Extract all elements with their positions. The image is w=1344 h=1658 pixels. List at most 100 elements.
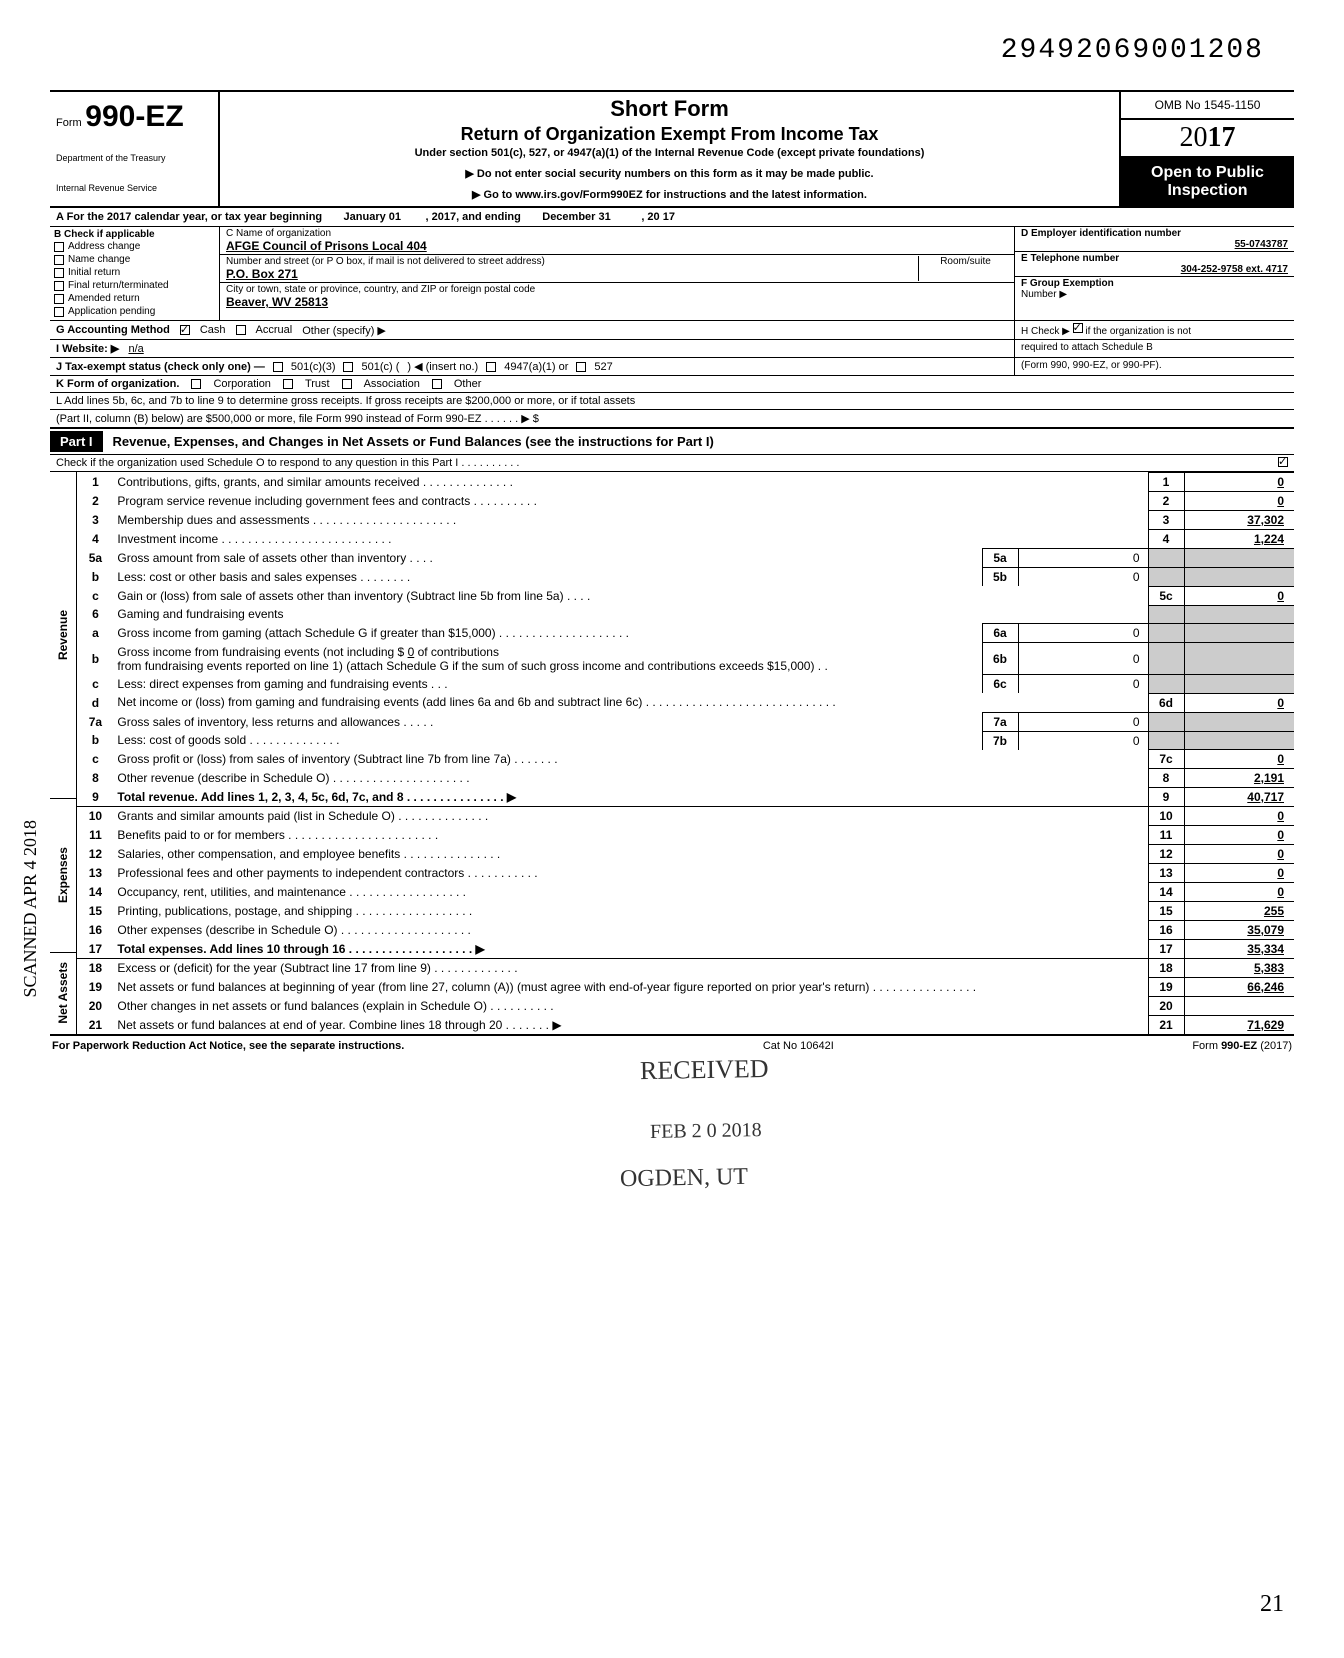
shaded-5b-v — [1184, 568, 1294, 587]
l12-num: 12 — [77, 845, 113, 864]
l5b-mv: 0 — [1018, 568, 1148, 587]
shaded-7a — [1148, 712, 1184, 731]
l7b-mn: 7b — [982, 731, 1018, 750]
l6b-mn: 6b — [982, 643, 1018, 675]
shaded-5a-v — [1184, 549, 1294, 568]
section-b-header: B Check if applicable — [54, 229, 215, 240]
l20-num: 20 — [77, 997, 113, 1016]
cb-accrual[interactable] — [236, 325, 246, 335]
l6b-mv: 0 — [1018, 643, 1148, 675]
lbl-app-pending: Application pending — [68, 306, 155, 317]
l6a-mv: 0 — [1018, 624, 1148, 643]
l19-num: 19 — [77, 978, 113, 997]
c-addr-label: Number and street (or P O box, if mail i… — [226, 256, 918, 267]
l7a-desc: Gross sales of inventory, less returns a… — [113, 712, 982, 731]
l1-rv: 0 — [1184, 473, 1294, 492]
l11-rv: 0 — [1184, 826, 1294, 845]
l15-rv: 255 — [1184, 902, 1294, 921]
cb-assoc[interactable] — [342, 379, 352, 389]
l14-rn: 14 — [1148, 883, 1184, 902]
stamp-ogden: OGDEN, UT — [620, 1164, 748, 1193]
inspection: Inspection — [1123, 182, 1292, 200]
l1-desc: Contributions, gifts, grants, and simila… — [113, 473, 1148, 492]
lbl-assoc: Association — [364, 378, 420, 390]
shaded-6a-v — [1184, 624, 1294, 643]
l10-rv: 0 — [1184, 807, 1294, 826]
l7c-rn: 7c — [1148, 750, 1184, 769]
stamp-date: FEB 2 0 2018 — [650, 1119, 762, 1144]
shaded-6 — [1148, 605, 1184, 624]
l4-desc: Investment income . . . . . . . . . . . … — [113, 530, 1148, 549]
side-expenses: Expenses — [52, 843, 74, 907]
l5c-desc: Gain or (loss) from sale of assets other… — [113, 586, 1148, 605]
lbl-4947: 4947(a)(1) or — [504, 361, 568, 373]
l2-num: 2 — [77, 492, 113, 511]
under-section: Under section 501(c), 527, or 4947(a)(1)… — [228, 147, 1111, 159]
l13-rv: 0 — [1184, 864, 1294, 883]
l6a-num: a — [77, 624, 113, 643]
l21-rn: 21 — [1148, 1016, 1184, 1035]
cb-app-pending[interactable] — [54, 307, 64, 317]
l6-num: 6 — [77, 605, 113, 624]
cb-address-change[interactable] — [54, 242, 64, 252]
cb-initial-return[interactable] — [54, 268, 64, 278]
cb-h-check[interactable] — [1073, 323, 1083, 333]
l6c-mn: 6c — [982, 675, 1018, 694]
l5b-desc: Less: cost or other basis and sales expe… — [113, 568, 982, 587]
cb-4947[interactable] — [486, 362, 496, 372]
l19-rn: 19 — [1148, 978, 1184, 997]
margin-scanned: SCANNED APR 4 2018 — [20, 820, 41, 998]
line-a-begin: January 01 — [344, 211, 401, 223]
lbl-initial-return: Initial return — [68, 267, 120, 278]
part1-title: Revenue, Expenses, and Changes in Net As… — [113, 434, 714, 449]
l5c-num: c — [77, 586, 113, 605]
l12-rn: 12 — [1148, 845, 1184, 864]
l16-rn: 16 — [1148, 921, 1184, 940]
f-group-label: F Group Exemption — [1021, 278, 1288, 289]
l2-rn: 2 — [1148, 492, 1184, 511]
i-label: I Website: ▶ — [56, 343, 119, 355]
cb-501c3[interactable] — [273, 362, 283, 372]
e-tel-value: 304-252-9758 ext. 4717 — [1021, 264, 1288, 275]
cb-cash[interactable] — [180, 325, 190, 335]
shaded-6b — [1148, 643, 1184, 675]
l4-num: 4 — [77, 530, 113, 549]
l6a-mn: 6a — [982, 624, 1018, 643]
d-ein-label: D Employer identification number — [1021, 228, 1288, 239]
l21-rv: 71,629 — [1184, 1016, 1294, 1035]
j-label: J Tax-exempt status (check only one) — — [56, 361, 265, 373]
l6d-rn: 6d — [1148, 693, 1184, 712]
line-l-text2: (Part II, column (B) below) are $500,000… — [50, 410, 1294, 429]
cb-name-change[interactable] — [54, 255, 64, 265]
cb-amended-return[interactable] — [54, 294, 64, 304]
l12-rv: 0 — [1184, 845, 1294, 864]
form-header: Form 990-EZ Department of the Treasury I… — [50, 90, 1294, 208]
l8-rv: 2,191 — [1184, 769, 1294, 788]
dept-line2: Internal Revenue Service — [56, 184, 212, 194]
cb-527[interactable] — [576, 362, 586, 372]
footer-right: Form 990-EZ (2017) — [1192, 1040, 1292, 1052]
g-label: G Accounting Method — [56, 324, 170, 336]
form-number: 990-EZ — [85, 100, 183, 133]
return-title: Return of Organization Exempt From Incom… — [228, 124, 1111, 145]
l7a-mn: 7a — [982, 712, 1018, 731]
cb-final-return[interactable] — [54, 281, 64, 291]
stamp-received: RECEIVED — [640, 1054, 769, 1086]
side-revenue: Revenue — [52, 606, 74, 664]
cb-corp[interactable] — [191, 379, 201, 389]
l6c-desc: Less: direct expenses from gaming and fu… — [113, 675, 982, 694]
short-form-title: Short Form — [228, 96, 1111, 122]
open-public: Open to Public — [1123, 164, 1292, 182]
f-number-label: Number ▶ — [1021, 289, 1288, 300]
cb-schedule-o[interactable] — [1278, 457, 1288, 467]
cb-trust[interactable] — [283, 379, 293, 389]
cb-other-k[interactable] — [432, 379, 442, 389]
l18-desc: Excess or (deficit) for the year (Subtra… — [113, 959, 1148, 978]
lbl-other-k: Other — [454, 378, 482, 390]
l10-num: 10 — [77, 807, 113, 826]
cb-501c[interactable] — [343, 362, 353, 372]
l15-rn: 15 — [1148, 902, 1184, 921]
l9-num: 9 — [77, 788, 113, 807]
l3-desc: Membership dues and assessments . . . . … — [113, 511, 1148, 530]
l15-num: 15 — [77, 902, 113, 921]
